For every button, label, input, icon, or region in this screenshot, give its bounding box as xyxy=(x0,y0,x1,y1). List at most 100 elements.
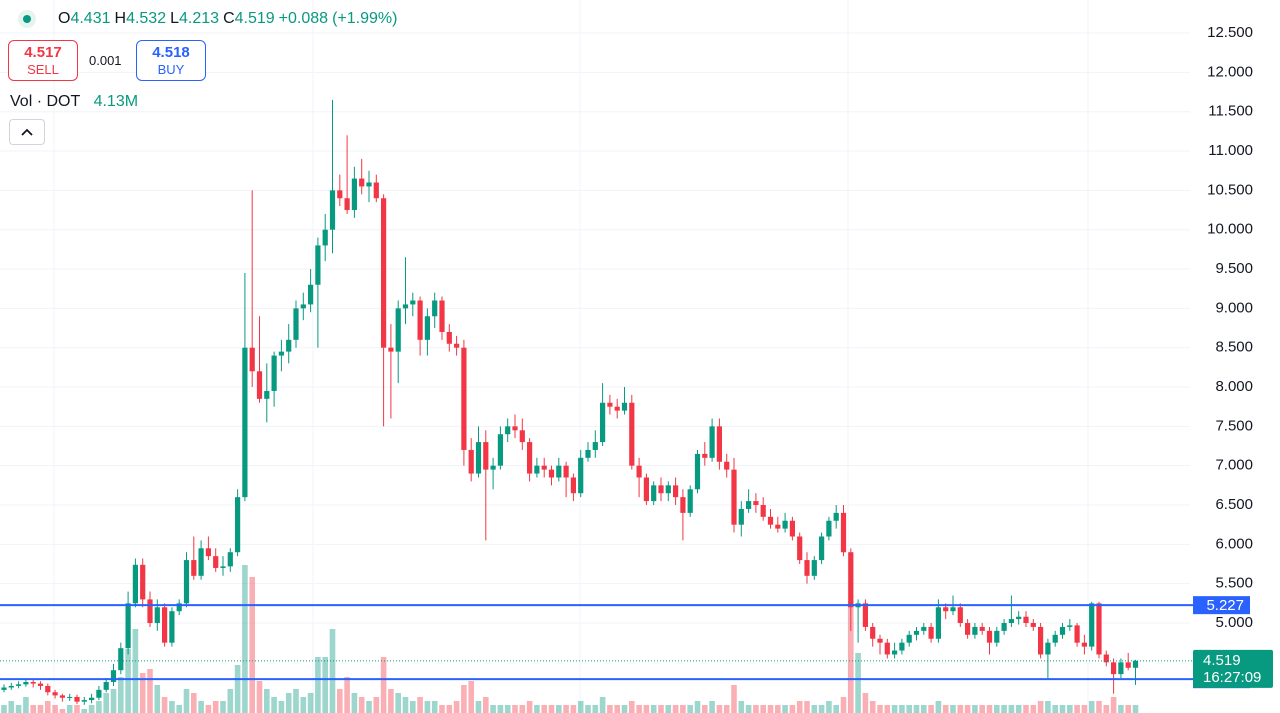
volume-bar xyxy=(818,705,825,713)
y-tick-label: 9.500 xyxy=(1215,260,1253,277)
volume-bar xyxy=(395,693,401,713)
buy-label: BUY xyxy=(157,62,185,77)
sell-button[interactable]: 4.517 SELL xyxy=(8,40,78,81)
volume-bar xyxy=(950,705,956,713)
candle-body xyxy=(67,696,73,698)
candle-body xyxy=(344,198,350,211)
volume-bar xyxy=(942,705,949,713)
ohlc-header: O4.431 H4.532 L4.213 C4.519 +0.088 (+1.9… xyxy=(58,10,397,28)
volume-bar xyxy=(658,705,664,713)
volume-bar xyxy=(1125,705,1131,713)
volume-bar xyxy=(709,701,715,713)
volume-bar xyxy=(986,705,993,713)
volume-value: 4.13M xyxy=(93,93,139,110)
candle-body xyxy=(811,560,817,576)
candle-body xyxy=(1089,603,1095,647)
collapse-button[interactable] xyxy=(9,119,45,145)
candle-body xyxy=(731,469,737,525)
label: O xyxy=(58,10,71,27)
volume-bar xyxy=(8,701,15,713)
candle-body xyxy=(986,630,993,643)
volume-bar xyxy=(103,693,109,713)
candle-body xyxy=(789,520,795,537)
volume-bar xyxy=(15,705,22,713)
volume-bar xyxy=(884,705,891,713)
volume-bar xyxy=(285,693,292,713)
candle-body xyxy=(308,284,314,305)
candle-body xyxy=(563,465,569,478)
sell-price: 4.517 xyxy=(24,44,62,61)
volume-bar xyxy=(88,705,95,713)
volume-bar xyxy=(702,705,708,713)
candle-body xyxy=(1118,662,1124,675)
y-tick-label: 6.500 xyxy=(1215,496,1253,513)
candle-body xyxy=(629,402,635,466)
volume-bar xyxy=(979,705,985,713)
candle-body xyxy=(760,505,766,517)
volume-bar xyxy=(826,701,832,713)
candle-body xyxy=(592,442,598,450)
volume-bar xyxy=(1081,705,1088,713)
volume-bar xyxy=(840,697,847,713)
candle-body xyxy=(322,229,328,246)
buy-button[interactable]: 4.518 BUY xyxy=(136,40,206,81)
volume-bar xyxy=(220,701,226,713)
volume-bar xyxy=(1059,705,1066,713)
volume-bar xyxy=(599,697,606,713)
volume-bar xyxy=(504,705,511,713)
candle-body xyxy=(636,465,642,478)
candle-body xyxy=(570,477,576,494)
candle-body xyxy=(716,426,722,462)
volume-bar xyxy=(59,709,66,713)
volume-bar xyxy=(45,701,51,713)
candle-body xyxy=(59,695,65,698)
volume-bar xyxy=(877,705,883,713)
candle-body xyxy=(694,453,701,490)
volume-bar xyxy=(81,709,88,713)
volume-bar xyxy=(972,705,978,713)
candle-body xyxy=(658,485,664,494)
volume-bar xyxy=(256,681,263,713)
change-pct: (+1.99%) xyxy=(332,10,398,27)
candle-body xyxy=(337,190,343,199)
volume-bar xyxy=(556,705,562,713)
candle-body xyxy=(373,182,379,199)
candle-body xyxy=(848,552,854,608)
candle-body xyxy=(541,465,547,470)
candle-body xyxy=(169,611,175,643)
candle-body xyxy=(278,351,284,356)
volume-bar xyxy=(307,693,314,713)
candle-body xyxy=(1038,626,1044,655)
candle-body xyxy=(446,331,452,344)
y-tick-label: 8.500 xyxy=(1215,339,1253,356)
ohlc-h: H4.532 xyxy=(115,10,167,28)
volume-bar xyxy=(1008,705,1015,713)
candle-body xyxy=(293,308,299,340)
volume-bar xyxy=(191,693,197,713)
volume-bar xyxy=(249,577,255,713)
candle-body xyxy=(862,603,868,627)
candle-body xyxy=(8,685,14,688)
volume-bar xyxy=(994,705,1000,713)
volume-bar xyxy=(577,701,584,713)
candle-body xyxy=(614,406,620,411)
candle-body xyxy=(16,684,22,686)
volume-bar xyxy=(483,697,489,713)
volume-bar xyxy=(570,705,577,713)
volume-bar xyxy=(665,705,672,713)
candle-body xyxy=(519,430,525,443)
volume-bar xyxy=(139,673,146,713)
candle-body xyxy=(877,638,883,643)
candle-body xyxy=(556,465,562,478)
volume-bar xyxy=(497,705,504,713)
candle-body xyxy=(52,692,58,696)
volume-bar xyxy=(358,697,365,713)
volume-bar xyxy=(468,681,474,713)
candle-body xyxy=(767,516,774,525)
last-price-label: 4.519 xyxy=(1203,652,1241,669)
candle-body xyxy=(483,442,489,470)
candle-body xyxy=(410,300,416,305)
volume-bar xyxy=(921,705,927,713)
candle-body xyxy=(512,426,518,431)
